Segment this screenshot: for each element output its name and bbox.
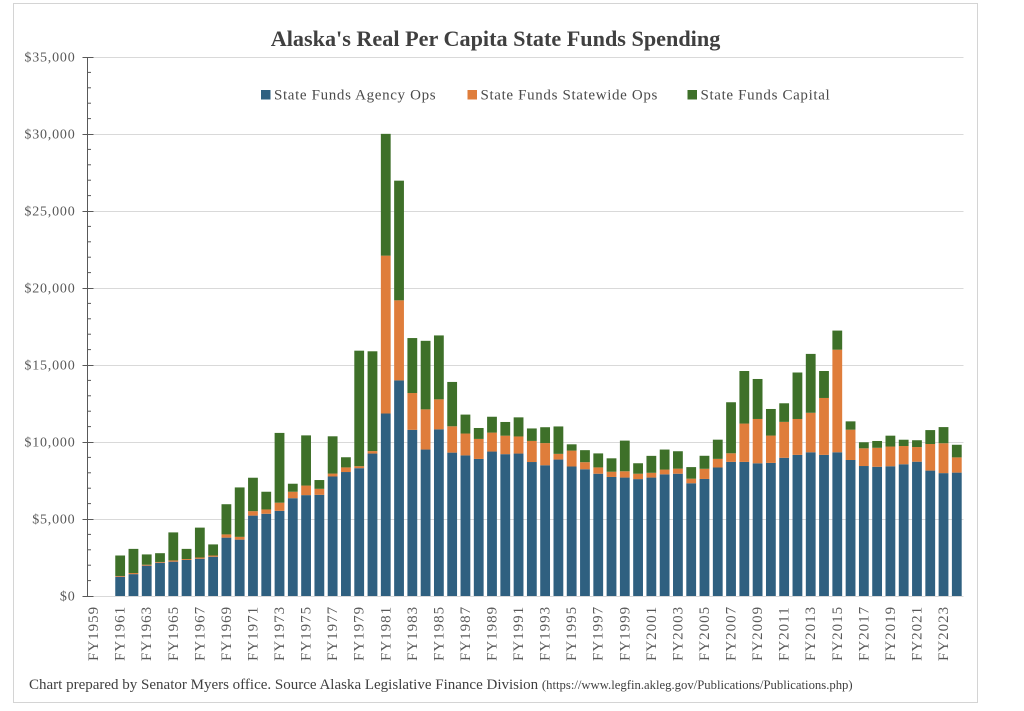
svg-text:State Funds Capital: State Funds Capital <box>701 88 831 104</box>
svg-text:$20,000: $20,000 <box>24 282 75 297</box>
svg-text:FY2017: FY2017 <box>856 606 872 661</box>
svg-text:FY1997: FY1997 <box>591 606 607 661</box>
svg-text:FY2007: FY2007 <box>724 606 740 661</box>
svg-text:$30,000: $30,000 <box>24 128 75 143</box>
svg-text:FY2013: FY2013 <box>803 606 819 661</box>
svg-text:FY1975: FY1975 <box>299 606 315 661</box>
svg-text:FY1959: FY1959 <box>86 606 102 661</box>
svg-text:FY1989: FY1989 <box>485 606 501 661</box>
svg-text:FY2005: FY2005 <box>697 606 713 661</box>
svg-text:FY2023: FY2023 <box>936 606 952 661</box>
svg-text:FY1971: FY1971 <box>245 606 261 661</box>
svg-text:FY1979: FY1979 <box>352 606 368 661</box>
svg-text:FY2021: FY2021 <box>909 606 925 661</box>
svg-text:FY1993: FY1993 <box>538 606 554 661</box>
svg-text:$5,000: $5,000 <box>32 513 75 528</box>
svg-text:FY1985: FY1985 <box>431 606 447 661</box>
svg-text:Chart prepared by Senator Myer: Chart prepared by Senator Myers office. … <box>29 677 853 693</box>
svg-text:FY1995: FY1995 <box>564 606 580 661</box>
svg-text:Alaska's Real Per Capita State: Alaska's Real Per Capita State Funds Spe… <box>271 26 721 51</box>
svg-text:FY2001: FY2001 <box>644 606 660 661</box>
svg-text:FY1967: FY1967 <box>192 606 208 661</box>
svg-text:FY2015: FY2015 <box>830 606 846 661</box>
svg-text:FY1983: FY1983 <box>405 606 421 661</box>
svg-text:FY1999: FY1999 <box>617 606 633 661</box>
svg-text:State Funds Agency Ops: State Funds Agency Ops <box>274 88 436 104</box>
svg-text:FY1991: FY1991 <box>511 606 527 661</box>
svg-text:FY1961: FY1961 <box>113 606 129 661</box>
svg-text:FY2003: FY2003 <box>670 606 686 661</box>
svg-text:FY1977: FY1977 <box>325 606 341 661</box>
svg-text:FY1963: FY1963 <box>139 606 155 661</box>
svg-text:FY1973: FY1973 <box>272 606 288 661</box>
svg-text:FY2019: FY2019 <box>883 606 899 661</box>
svg-text:$15,000: $15,000 <box>24 359 75 374</box>
svg-text:$0: $0 <box>60 590 76 605</box>
svg-text:FY2009: FY2009 <box>750 606 766 661</box>
svg-text:FY1981: FY1981 <box>378 606 394 661</box>
svg-text:FY2011: FY2011 <box>777 606 793 661</box>
svg-text:FY1965: FY1965 <box>166 606 182 661</box>
svg-text:State Funds Statewide Ops: State Funds Statewide Ops <box>481 88 659 104</box>
svg-text:$25,000: $25,000 <box>24 205 75 220</box>
svg-text:FY1969: FY1969 <box>219 606 235 661</box>
svg-text:$10,000: $10,000 <box>24 436 75 451</box>
svg-text:FY1987: FY1987 <box>458 606 474 661</box>
svg-text:$35,000: $35,000 <box>24 51 75 66</box>
